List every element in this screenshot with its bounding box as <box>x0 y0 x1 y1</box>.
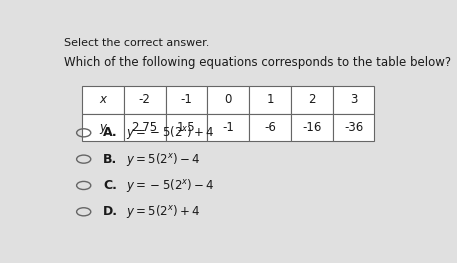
Text: -6: -6 <box>264 121 276 134</box>
Text: D.: D. <box>103 205 118 218</box>
Text: A.: A. <box>103 126 118 139</box>
Text: $y = -5(2^x) - 4$: $y = -5(2^x) - 4$ <box>126 177 215 194</box>
Text: $y = 5(2^x) + 4$: $y = 5(2^x) + 4$ <box>126 203 201 220</box>
FancyBboxPatch shape <box>249 114 291 141</box>
FancyBboxPatch shape <box>124 114 165 141</box>
Text: Select the correct answer.: Select the correct answer. <box>64 38 210 48</box>
FancyBboxPatch shape <box>82 114 124 141</box>
Text: 0: 0 <box>224 93 232 107</box>
FancyBboxPatch shape <box>124 86 165 114</box>
FancyBboxPatch shape <box>82 86 124 114</box>
Text: $y = 5(2^x) - 4$: $y = 5(2^x) - 4$ <box>126 151 201 168</box>
Text: 2.75: 2.75 <box>132 121 158 134</box>
Text: 1: 1 <box>266 93 274 107</box>
FancyBboxPatch shape <box>249 86 291 114</box>
Text: -16: -16 <box>302 121 321 134</box>
Text: Which of the following equations corresponds to the table below?: Which of the following equations corresp… <box>64 56 452 69</box>
Text: C.: C. <box>103 179 117 192</box>
FancyBboxPatch shape <box>165 86 207 114</box>
FancyBboxPatch shape <box>165 114 207 141</box>
Text: -1: -1 <box>181 93 192 107</box>
Text: -1: -1 <box>222 121 234 134</box>
Text: x: x <box>99 93 106 107</box>
Text: y: y <box>99 121 106 134</box>
FancyBboxPatch shape <box>207 114 249 141</box>
Text: 3: 3 <box>350 93 357 107</box>
FancyBboxPatch shape <box>333 86 374 114</box>
FancyBboxPatch shape <box>291 86 333 114</box>
FancyBboxPatch shape <box>291 114 333 141</box>
Text: 1.5: 1.5 <box>177 121 196 134</box>
Text: $y = -5(2^x) + 4$: $y = -5(2^x) + 4$ <box>126 124 215 141</box>
Text: 2: 2 <box>308 93 315 107</box>
Text: B.: B. <box>103 153 117 166</box>
FancyBboxPatch shape <box>333 114 374 141</box>
Text: -36: -36 <box>344 121 363 134</box>
Text: -2: -2 <box>138 93 150 107</box>
FancyBboxPatch shape <box>207 86 249 114</box>
